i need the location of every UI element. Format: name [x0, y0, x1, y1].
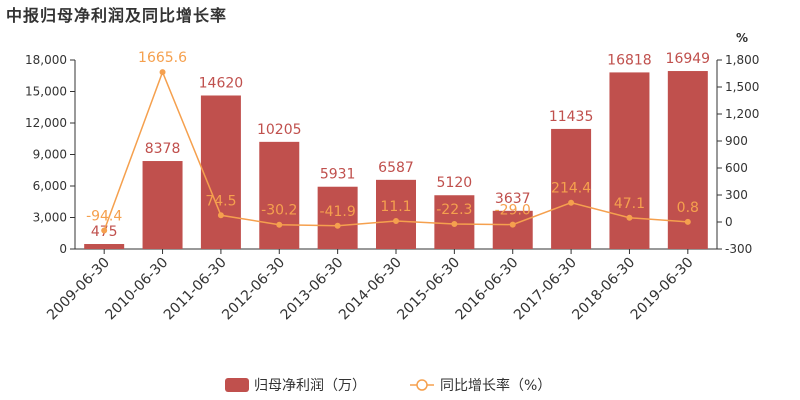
growth-rate-point[interactable] [217, 212, 224, 219]
bar-value-label: 10205 [257, 122, 302, 138]
bar-value-label: 16949 [666, 51, 711, 67]
bar-value-label: 6587 [378, 160, 414, 176]
y-right-tick-label: 1,500 [725, 80, 759, 94]
y-left-tick-label: 9,000 [33, 148, 67, 162]
bar-value-label: 11435 [549, 109, 594, 125]
bar-value-label: 5931 [320, 167, 356, 183]
chart-title: 中报归母净利润及同比增长率 [6, 6, 228, 25]
bar-net-profit[interactable] [317, 186, 358, 249]
y-left-tick-label: 0 [59, 242, 67, 256]
growth-rate-point[interactable] [159, 69, 166, 76]
growth-rate-point[interactable] [451, 221, 458, 228]
x-tick-label: 2019-06-30 [628, 255, 697, 324]
growth-rate-label: -29.0 [495, 203, 531, 219]
growth-rate-label: -94.4 [86, 208, 122, 224]
y-right-tick-label: 1,800 [725, 53, 759, 67]
growth-rate-point[interactable] [393, 218, 399, 225]
growth-rate-point[interactable] [684, 218, 691, 225]
bar-net-profit[interactable] [376, 179, 416, 249]
growth-rate-point[interactable] [568, 199, 575, 206]
y-right-tick-label: 900 [725, 134, 748, 148]
y-left-tick-label: 6,000 [33, 179, 67, 193]
y-left-tick-label: 18,000 [25, 53, 67, 67]
bar-net-profit[interactable] [609, 72, 650, 249]
bar-value-label: 3637 [495, 191, 531, 207]
bar-net-profit[interactable] [492, 210, 533, 249]
growth-rate-point[interactable] [334, 222, 341, 229]
legend-bar-label: 归母净利润（万） [254, 377, 366, 394]
growth-rate-label: 1665.6 [138, 50, 187, 66]
y-left-tick-label: 12,000 [25, 116, 67, 130]
growth-rate-label: -41.9 [320, 204, 356, 220]
y-right-unit-label: % [736, 31, 748, 45]
legend-line-label: 同比增长率（%） [440, 377, 551, 394]
bar-net-profit[interactable] [200, 95, 241, 250]
growth-rate-label: 74.5 [205, 193, 236, 209]
y-left-tick-label: 3,000 [33, 211, 67, 225]
y-right-tick-label: 0 [725, 215, 733, 229]
growth-rate-point[interactable] [101, 227, 108, 234]
growth-rate-label: 47.1 [614, 196, 645, 212]
bar-value-label: 16818 [607, 52, 652, 68]
bar-net-profit[interactable] [142, 161, 183, 249]
bar-net-profit[interactable] [259, 141, 300, 249]
y-right-tick-label: -300 [725, 242, 752, 256]
bar-value-label: 8378 [145, 141, 181, 157]
y-left-tick-label: 15,000 [25, 85, 67, 99]
bar-value-label: 5120 [437, 175, 473, 191]
bar-net-profit[interactable] [551, 128, 592, 249]
legend-bar-swatch [225, 378, 249, 392]
growth-rate-point[interactable] [626, 214, 633, 221]
bar-net-profit[interactable] [84, 244, 125, 249]
legend-line-marker [416, 379, 428, 391]
y-right-tick-label: 300 [725, 188, 748, 202]
growth-rate-label: 11.1 [380, 199, 411, 215]
growth-rate-label: 0.8 [677, 200, 699, 216]
growth-rate-label: -22.3 [436, 202, 472, 218]
bar-value-label: 14620 [199, 75, 244, 91]
y-right-tick-label: 600 [725, 161, 748, 175]
growth-rate-point[interactable] [276, 221, 283, 228]
growth-rate-label: 214.4 [551, 181, 591, 197]
growth-rate-label: -30.2 [261, 203, 297, 219]
growth-rate-point[interactable] [509, 221, 516, 228]
y-right-tick-label: 1,200 [725, 107, 759, 121]
